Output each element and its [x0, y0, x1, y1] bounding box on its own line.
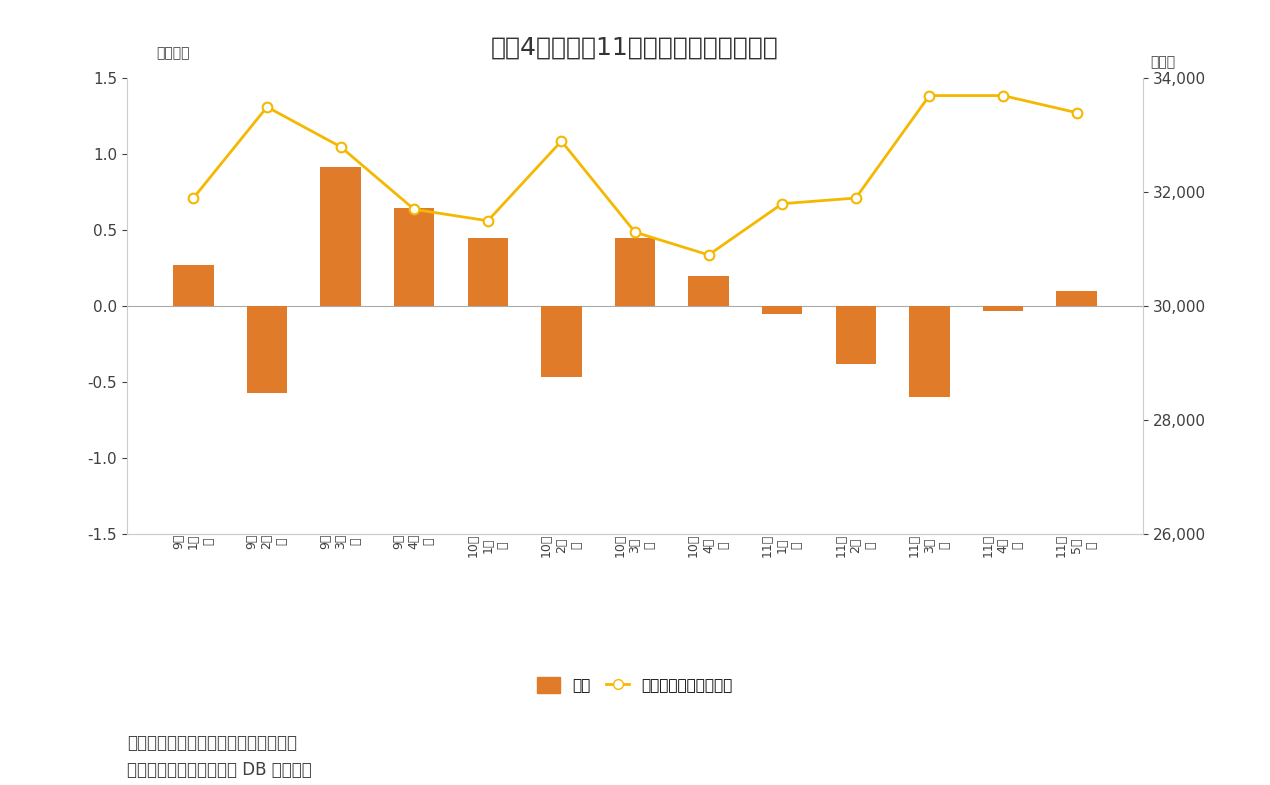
Text: （円）: （円） [1151, 55, 1175, 69]
Bar [615, 238, 655, 306]
Text: 10月
2週
前: 10月 2週 前 [540, 534, 583, 557]
Text: （注）個人の現物と先物の合計、週次: （注）個人の現物と先物の合計、週次 [127, 734, 297, 752]
Bar [1057, 291, 1097, 306]
Bar [983, 306, 1024, 311]
Bar [541, 306, 582, 378]
Bar [173, 265, 213, 306]
Bar [320, 166, 361, 306]
Text: 11月
5週
前: 11月 5週 前 [1055, 534, 1099, 557]
Bar [246, 306, 287, 392]
Text: 図表4　個人は11月前半に大幅売り越し: 図表4 個人は11月前半に大幅売り越し [491, 35, 779, 60]
Text: 11月
3週
前: 11月 3週 前 [908, 534, 951, 557]
Text: 11月
1週
前: 11月 1週 前 [761, 534, 804, 557]
Text: 11月
4週
前: 11月 4週 前 [982, 534, 1025, 557]
Text: 10月
3週
前: 10月 3週 前 [613, 534, 657, 557]
Text: 11月
2週
前: 11月 2週 前 [834, 534, 878, 557]
Text: 10月
1週
前: 10月 1週 前 [466, 534, 509, 557]
Text: （資料）ニッセイ基礎研 DB から作成: （資料）ニッセイ基礎研 DB から作成 [127, 761, 311, 780]
Bar [909, 306, 950, 397]
Text: 9月
3週
前: 9月 3週 前 [319, 534, 362, 550]
Bar [688, 276, 729, 306]
Bar [836, 306, 876, 363]
Text: 9月
4週
前: 9月 4週 前 [392, 534, 436, 550]
Text: 9月
1週
前: 9月 1週 前 [171, 534, 215, 550]
Text: （兆円）: （兆円） [156, 46, 190, 60]
Bar [467, 238, 508, 306]
Bar [394, 207, 434, 306]
Text: 10月
4週
前: 10月 4週 前 [687, 534, 730, 557]
Bar [762, 306, 803, 314]
Legend: 個人, 日経平均株価（右軸）: 個人, 日経平均株価（右軸） [531, 671, 739, 699]
Text: 9月
2週
前: 9月 2週 前 [245, 534, 288, 550]
